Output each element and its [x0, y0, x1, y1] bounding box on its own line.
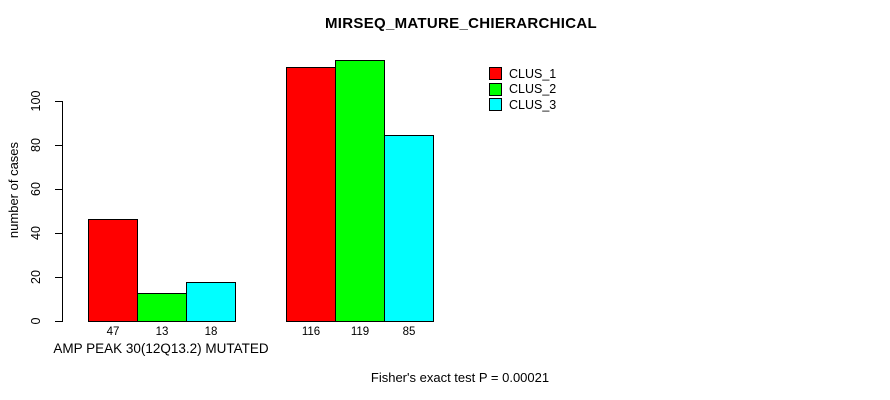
y-tick-label: 80 — [29, 138, 43, 152]
stat-annotation: Fisher's exact test P = 0.00021 — [370, 370, 550, 385]
y-axis-line — [62, 101, 63, 322]
y-tick-mark — [55, 321, 62, 322]
bar-value-label: 85 — [402, 326, 416, 338]
y-tick-mark — [55, 277, 62, 278]
y-tick-label: 100 — [29, 90, 43, 112]
legend-color-swatch — [489, 82, 502, 96]
legend-item-clus_2: CLUS_2 — [489, 82, 556, 98]
legend-color-swatch — [489, 98, 502, 112]
y-tick-mark — [55, 145, 62, 146]
legend-item-clus_1: CLUS_1 — [489, 66, 556, 82]
legend: CLUS_1 CLUS_2 CLUS_3 — [489, 66, 556, 113]
y-tick-label: 20 — [29, 270, 43, 284]
legend-label: CLUS_3 — [509, 97, 557, 112]
bar-value-label: 18 — [204, 326, 218, 338]
bar-clus_3-group2 — [384, 135, 434, 322]
y-tick-mark — [55, 101, 62, 102]
bar-value-label: 116 — [301, 326, 321, 338]
y-tick-label: 40 — [29, 226, 43, 240]
bar-clus_1-group1 — [88, 219, 138, 322]
legend-color-swatch — [489, 67, 502, 81]
y-tick-mark — [55, 233, 62, 234]
bar-clus_2-group2 — [335, 60, 385, 322]
chart-title: MIRSEQ_MATURE_CHIERARCHICAL — [325, 15, 597, 32]
legend-label: CLUS_2 — [509, 82, 557, 97]
x-axis-label: AMP PEAK 30(12Q13.2) MUTATED — [53, 341, 269, 356]
bar-clus_2-group1 — [137, 293, 187, 322]
y-tick-label: 0 — [29, 317, 43, 325]
y-tick-label: 60 — [29, 182, 43, 196]
legend-item-clus_3: CLUS_3 — [489, 97, 556, 113]
y-tick-mark — [55, 189, 62, 190]
bar-clus_3-group1 — [186, 282, 236, 322]
bar-value-label: 47 — [106, 326, 120, 338]
bar-clus_1-group2 — [286, 67, 336, 322]
y-axis-label: number of cases — [6, 141, 21, 239]
legend-label: CLUS_1 — [509, 66, 557, 81]
bar-value-label: 13 — [155, 326, 169, 338]
bar-value-label: 119 — [350, 326, 370, 338]
